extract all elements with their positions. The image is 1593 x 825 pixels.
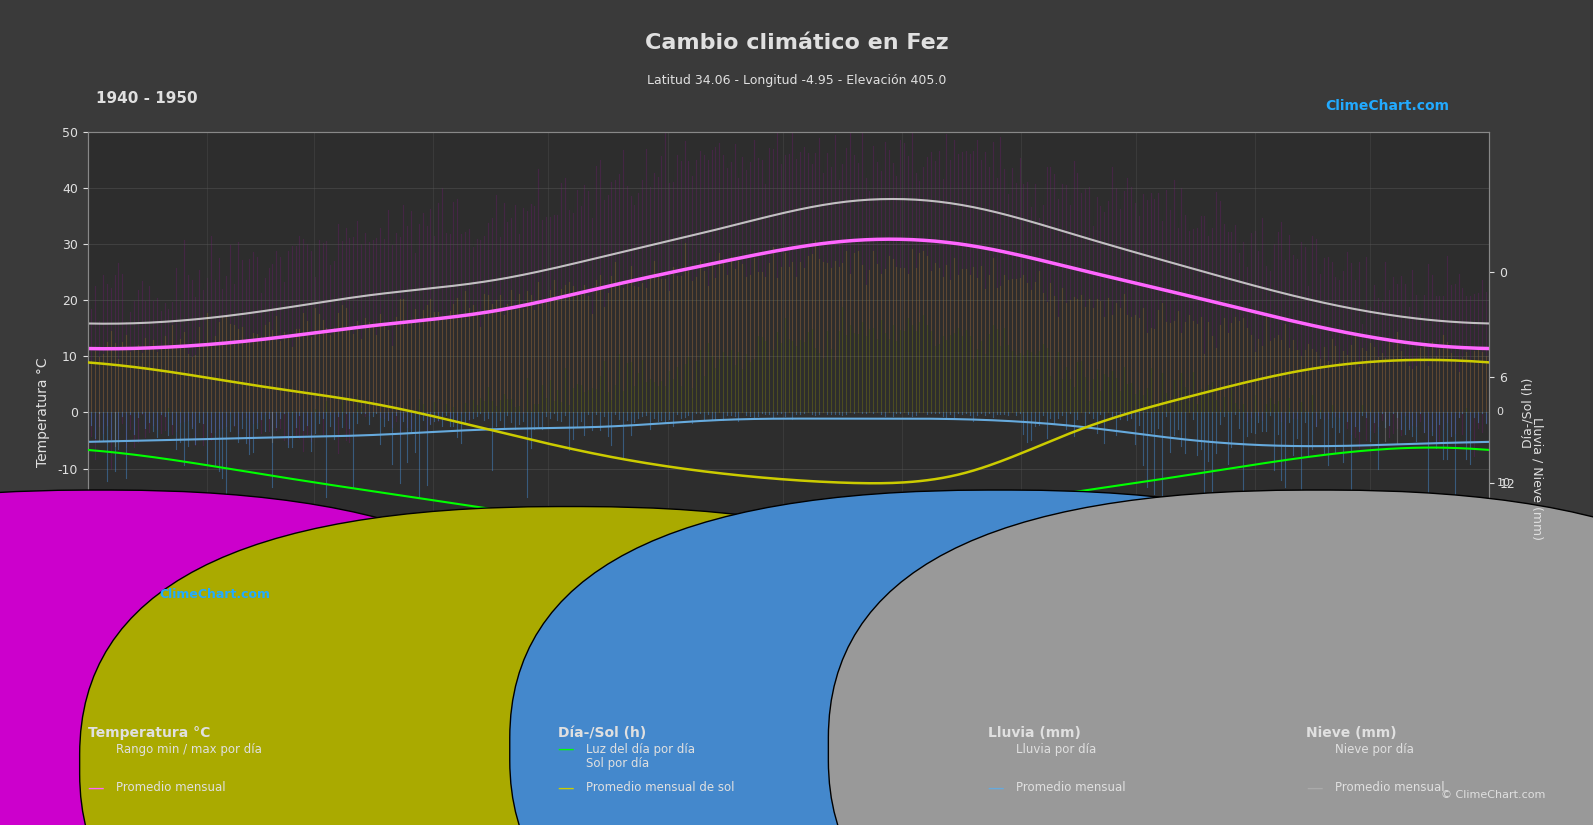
Text: Sol por día: Sol por día xyxy=(586,757,650,771)
Text: —: — xyxy=(558,779,573,797)
Text: Promedio mensual de sol: Promedio mensual de sol xyxy=(586,781,734,794)
Text: Nieve por día: Nieve por día xyxy=(1335,742,1415,756)
Text: Cambio climático en Fez: Cambio climático en Fez xyxy=(645,33,948,53)
Text: © ClimeChart.com: © ClimeChart.com xyxy=(1440,790,1545,800)
Text: 40: 40 xyxy=(1496,688,1510,698)
Y-axis label: Día-/Sol (h): Día-/Sol (h) xyxy=(1521,377,1536,448)
Text: —: — xyxy=(1306,779,1322,797)
Text: 1940 - 1950: 1940 - 1950 xyxy=(96,91,198,106)
Text: Promedio mensual: Promedio mensual xyxy=(116,781,226,794)
Text: Lluvia / Nieve (mm): Lluvia / Nieve (mm) xyxy=(1531,417,1544,540)
Text: —: — xyxy=(558,740,573,758)
Text: 0: 0 xyxy=(1496,408,1504,417)
Text: Luz del día por día: Luz del día por día xyxy=(586,742,695,756)
Y-axis label: Temperatura °C: Temperatura °C xyxy=(37,358,51,467)
Text: Lluvia por día: Lluvia por día xyxy=(1016,742,1096,756)
Text: Promedio mensual: Promedio mensual xyxy=(1016,781,1126,794)
Text: Temperatura °C: Temperatura °C xyxy=(88,726,210,740)
Text: Rango min / max por día: Rango min / max por día xyxy=(116,742,263,756)
Text: Día-/Sol (h): Día-/Sol (h) xyxy=(558,726,645,740)
Text: 10: 10 xyxy=(1496,478,1510,488)
Text: 30: 30 xyxy=(1496,618,1510,628)
Text: Promedio mensual: Promedio mensual xyxy=(1335,781,1445,794)
Text: ClimeChart.com: ClimeChart.com xyxy=(1325,99,1450,113)
Text: —: — xyxy=(988,779,1004,797)
Text: —: — xyxy=(88,779,104,797)
Text: Nieve (mm): Nieve (mm) xyxy=(1306,726,1397,740)
Text: Latitud 34.06 - Longitud -4.95 - Elevación 405.0: Latitud 34.06 - Longitud -4.95 - Elevaci… xyxy=(647,74,946,87)
Text: Lluvia (mm): Lluvia (mm) xyxy=(988,726,1080,740)
Text: ClimeChart.com: ClimeChart.com xyxy=(159,587,271,601)
Text: 20: 20 xyxy=(1496,548,1510,558)
